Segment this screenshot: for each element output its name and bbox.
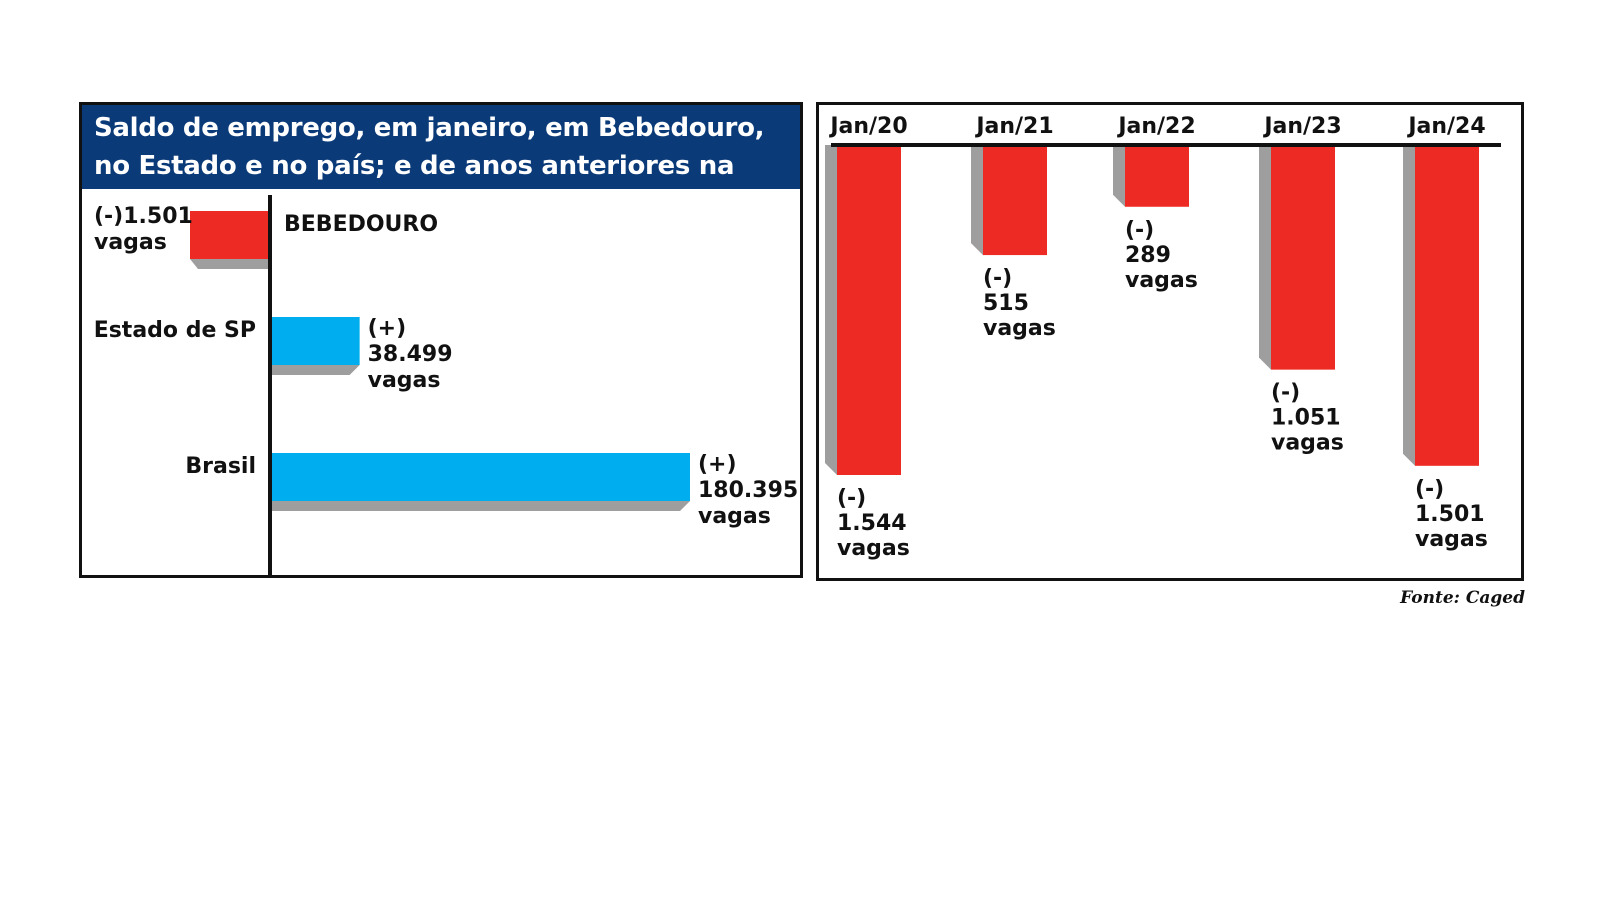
chart-title: Saldo de emprego, em janeiro, em Bebedou… — [82, 105, 800, 219]
bar-0 — [190, 211, 270, 259]
value-label: (-) — [1125, 218, 1154, 243]
value-label: (-) — [983, 266, 1012, 291]
value-label: 515 — [983, 291, 1029, 316]
value-label: (-) — [1271, 381, 1300, 406]
horizontal-bar-chart: (-)1.501vagasBEBEDOURO(+)38.499vagasEsta… — [94, 195, 798, 575]
bar-shadow — [1113, 145, 1125, 207]
bar-0 — [837, 145, 901, 475]
value-label: (+) — [698, 452, 737, 477]
value-label: vagas — [837, 536, 910, 561]
category-label: Estado de SP — [94, 318, 256, 343]
value-label: vagas — [368, 368, 441, 393]
bar-1 — [983, 145, 1047, 256]
bar-shadow — [270, 501, 690, 511]
bar-shadow — [190, 259, 270, 269]
right-chart-panel: Jan/20 (-) 1.544 vagas Jan/21 (-) 515 vagas Jan/… — [816, 102, 1524, 581]
value-label: 38.499 — [368, 342, 453, 367]
value-label: (+) — [368, 316, 407, 341]
value-label: 180.395 — [698, 478, 798, 503]
value-label: vagas — [1415, 527, 1488, 552]
category-label: Brasil — [185, 454, 256, 479]
value-label: (-) — [1415, 477, 1444, 502]
category-label: Jan/23 — [1262, 114, 1341, 139]
bar-4 — [1415, 145, 1479, 466]
value-label: 1.544 — [837, 511, 907, 536]
value-label: vagas — [1125, 268, 1198, 293]
bar-shadow — [1403, 145, 1415, 466]
value-label: (-) — [837, 486, 866, 511]
category-label: Jan/20 — [828, 114, 907, 139]
bar-2 — [1125, 145, 1189, 207]
source-note: Fonte: Caged — [1400, 588, 1525, 608]
value-label: 289 — [1125, 243, 1171, 268]
value-label: vagas — [1271, 431, 1344, 456]
category-label: Jan/21 — [974, 114, 1053, 139]
value-label: vagas — [983, 316, 1056, 341]
bar-shadow — [825, 145, 837, 475]
left-chart-panel: Saldo de emprego, em janeiro, em Bebedou… — [79, 102, 803, 578]
category-label: Jan/24 — [1406, 114, 1485, 139]
value-label: 1.501 — [1415, 502, 1485, 527]
bar-shadow — [270, 365, 360, 375]
bar-shadow — [1259, 145, 1271, 370]
value-label: 1.051 — [1271, 406, 1341, 431]
bar-2 — [270, 453, 690, 501]
value-label: vagas — [698, 504, 771, 529]
bar-shadow — [971, 145, 983, 256]
value-label: (-)1.501 — [94, 204, 193, 229]
category-label: Jan/22 — [1116, 114, 1195, 139]
category-label: BEBEDOURO — [284, 212, 438, 237]
vertical-bar-chart: Jan/20(-)1.544vagasJan/21(-)515vagasJan/… — [825, 114, 1501, 561]
bar-1 — [270, 317, 360, 365]
value-label: vagas — [94, 230, 167, 255]
bar-3 — [1271, 145, 1335, 370]
